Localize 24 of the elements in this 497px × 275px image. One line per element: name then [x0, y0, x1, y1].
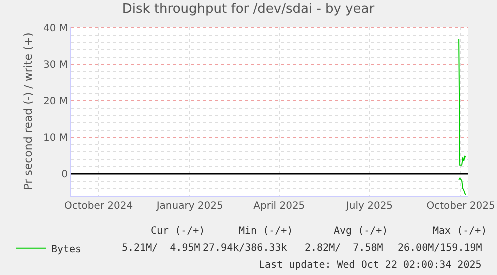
chart-title: Disk throughput for /dev/sdai - by year [122, 2, 376, 18]
line-series [458, 178, 467, 196]
text: 2.82M/ 7.58M [305, 243, 384, 254]
y-axis-title: Pr second read (-) / write (+) [22, 32, 36, 190]
y-tick-label: 20 M [43, 96, 68, 108]
text: 5.21M/ 4.95M [122, 243, 200, 254]
x-tick-label: October 2024 [64, 201, 134, 212]
y-tick-label: 40 M [43, 24, 68, 35]
text: Max (-/+) [433, 226, 488, 237]
y-tick-label: 30 M [43, 60, 68, 72]
text: Min (-/+) [239, 226, 294, 237]
text: Cur (-/+) [151, 226, 206, 237]
x-tick-label: July 2025 [345, 201, 394, 212]
line-series [458, 38, 467, 166]
text: Avg (-/+) [334, 226, 388, 237]
x-tick-label: April 2025 [254, 201, 306, 212]
text: 27.94k/386.33k [203, 243, 288, 254]
x-tick-label: January 2025 [156, 201, 224, 212]
text: 26.00M/159.19M [398, 243, 482, 254]
text: Last update: Wed Oct 22 02:00:34 2025 [259, 260, 482, 271]
y-tick-label: 10 M [43, 133, 68, 144]
x-tick-label: October 2025 [426, 201, 496, 212]
y-tick-label: 0 [62, 170, 68, 181]
legend-label: Bytes [51, 244, 82, 256]
